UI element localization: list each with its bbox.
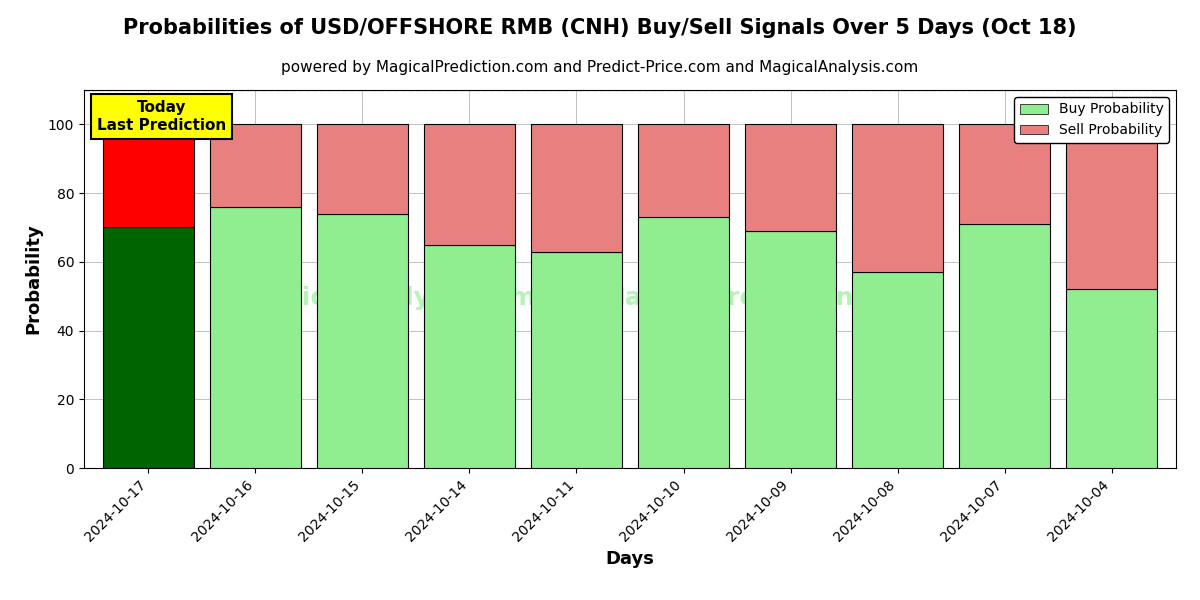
Bar	[210, 124, 301, 207]
Bar	[530, 124, 622, 251]
Bar	[959, 224, 1050, 468]
Bar	[852, 272, 943, 468]
Text: powered by MagicalPrediction.com and Predict-Price.com and MagicalAnalysis.com: powered by MagicalPrediction.com and Pre…	[281, 60, 919, 75]
Legend: Buy Probability, Sell Probability: Buy Probability, Sell Probability	[1014, 97, 1169, 143]
Text: MagicalPrediction.com: MagicalPrediction.com	[600, 286, 922, 310]
Bar	[424, 245, 515, 468]
Bar	[852, 124, 943, 272]
Bar	[317, 214, 408, 468]
Bar	[959, 124, 1050, 224]
Bar	[317, 124, 408, 214]
Bar	[103, 124, 193, 227]
X-axis label: Days: Days	[606, 550, 654, 568]
Bar	[424, 124, 515, 245]
Bar	[1067, 124, 1157, 289]
Bar	[530, 251, 622, 468]
Text: MagicalAnalysis.com: MagicalAnalysis.com	[242, 286, 536, 310]
Bar	[745, 231, 836, 468]
Bar	[638, 217, 730, 468]
Text: Probabilities of USD/OFFSHORE RMB (CNH) Buy/Sell Signals Over 5 Days (Oct 18): Probabilities of USD/OFFSHORE RMB (CNH) …	[124, 18, 1076, 38]
Bar	[638, 124, 730, 217]
Bar	[103, 227, 193, 468]
Text: Today
Last Prediction: Today Last Prediction	[97, 100, 227, 133]
Bar	[1067, 289, 1157, 468]
Bar	[745, 124, 836, 231]
Bar	[210, 207, 301, 468]
Y-axis label: Probability: Probability	[24, 224, 42, 334]
